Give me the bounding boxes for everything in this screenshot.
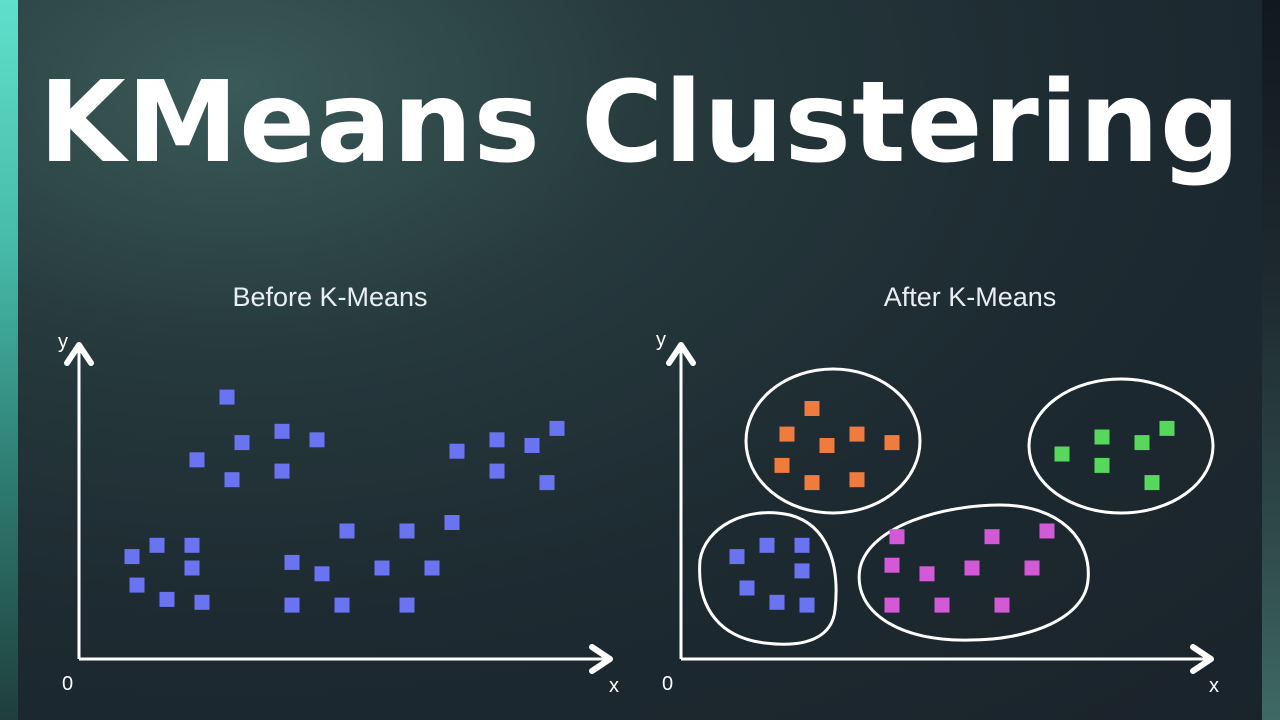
after-x-label: x bbox=[1209, 675, 1219, 697]
before-point-s0-14 bbox=[284, 554, 300, 570]
before-point-s0-29 bbox=[549, 420, 565, 436]
after-point-s0-2 bbox=[819, 438, 835, 453]
after-point-s0-0 bbox=[804, 401, 820, 416]
before-x-label: x bbox=[609, 675, 619, 697]
before-origin-label: 0 bbox=[62, 673, 73, 695]
after-origin-label: 0 bbox=[662, 673, 673, 695]
before-axes: y x 0 bbox=[58, 331, 619, 697]
after-point-s0-1 bbox=[779, 426, 795, 442]
after-point-s1-3 bbox=[1159, 420, 1175, 436]
after-point-s2-3 bbox=[794, 563, 810, 579]
before-point-s0-28 bbox=[539, 475, 555, 491]
after-point-s0-4 bbox=[884, 435, 900, 451]
before-point-s0-24 bbox=[449, 443, 465, 459]
after-axes: y x 0 bbox=[656, 329, 1219, 697]
before-point-s0-9 bbox=[234, 435, 250, 451]
before-point-s0-17 bbox=[374, 560, 390, 576]
before-point-s0-12 bbox=[224, 472, 240, 488]
after-point-s3-9 bbox=[994, 597, 1010, 613]
after-point-s2-0 bbox=[729, 549, 745, 565]
before-y-label: y bbox=[58, 331, 68, 353]
after-point-s0-3 bbox=[849, 426, 865, 442]
after-point-s3-2 bbox=[1039, 523, 1055, 539]
before-point-s0-6 bbox=[194, 594, 210, 610]
cluster-outline-orange bbox=[744, 367, 922, 515]
before-point-s0-20 bbox=[284, 597, 300, 613]
before-point-s0-1 bbox=[149, 537, 165, 553]
after-point-s1-4 bbox=[1094, 457, 1110, 473]
after-point-s3-5 bbox=[964, 560, 980, 576]
after-point-s2-6 bbox=[799, 597, 815, 613]
before-point-s0-16 bbox=[339, 523, 355, 539]
after-point-s3-7 bbox=[884, 597, 900, 613]
before-point-s0-8 bbox=[219, 389, 235, 405]
after-point-s2-1 bbox=[759, 537, 775, 553]
before-point-s0-5 bbox=[159, 591, 175, 607]
after-point-s0-5 bbox=[774, 457, 790, 473]
cluster-outline-blue bbox=[698, 511, 838, 646]
after-point-s3-3 bbox=[884, 557, 900, 573]
before-point-s0-26 bbox=[489, 432, 505, 448]
cluster-outline-green bbox=[1027, 377, 1215, 515]
after-points bbox=[729, 401, 1175, 613]
before-point-s0-18 bbox=[399, 523, 415, 539]
cluster-outline-magenta bbox=[857, 503, 1090, 642]
cluster-outlines bbox=[698, 367, 1215, 646]
after-point-s3-6 bbox=[1024, 560, 1040, 576]
after-point-s2-5 bbox=[769, 594, 785, 610]
right-edge-accent bbox=[1262, 0, 1280, 720]
before-point-s0-10 bbox=[274, 423, 290, 439]
chart-title-after: After K-Means bbox=[883, 282, 1057, 312]
after-point-s3-1 bbox=[984, 529, 1000, 545]
before-point-s0-0 bbox=[124, 549, 140, 565]
after-point-s2-2 bbox=[794, 537, 810, 553]
after-point-s1-0 bbox=[1054, 446, 1070, 462]
after-point-s3-0 bbox=[889, 529, 905, 545]
after-point-s3-8 bbox=[934, 597, 950, 613]
after-point-s2-4 bbox=[739, 580, 755, 596]
before-point-s0-2 bbox=[184, 537, 200, 553]
before-point-s0-3 bbox=[184, 560, 200, 576]
page-title: KMeans Clustering bbox=[38, 58, 1242, 188]
before-point-s0-11 bbox=[274, 463, 290, 479]
after-point-s0-7 bbox=[849, 472, 865, 488]
after-point-s3-4 bbox=[919, 566, 935, 582]
before-point-s0-7 bbox=[189, 452, 205, 468]
chart-title-before: Before K-Means bbox=[232, 282, 428, 312]
before-point-s0-23 bbox=[444, 515, 460, 530]
before-point-s0-4 bbox=[129, 577, 145, 593]
before-point-s0-13 bbox=[309, 432, 325, 448]
before-point-s0-15 bbox=[314, 566, 330, 582]
before-points bbox=[124, 389, 565, 613]
after-y-label: y bbox=[656, 329, 666, 351]
before-point-s0-21 bbox=[334, 597, 350, 613]
after-point-s1-5 bbox=[1144, 475, 1160, 491]
before-point-s0-19 bbox=[424, 560, 440, 576]
before-point-s0-27 bbox=[524, 438, 540, 453]
before-point-s0-25 bbox=[489, 463, 505, 479]
left-edge-accent bbox=[0, 0, 18, 720]
after-point-s1-2 bbox=[1134, 435, 1150, 451]
after-point-s1-1 bbox=[1094, 429, 1110, 445]
before-point-s0-22 bbox=[399, 597, 415, 613]
after-point-s0-6 bbox=[804, 475, 820, 491]
